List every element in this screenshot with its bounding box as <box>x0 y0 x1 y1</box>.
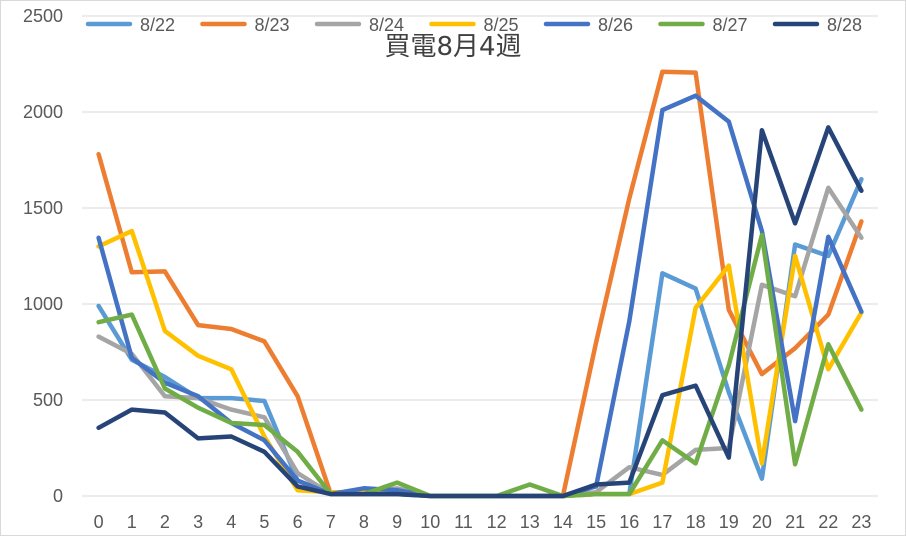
x-tick-label: 22 <box>818 512 838 532</box>
legend-label: 8/22 <box>140 15 175 35</box>
x-tick-label: 11 <box>454 512 473 532</box>
x-tick-label: 4 <box>226 512 236 532</box>
x-tick-label: 9 <box>392 512 402 532</box>
x-tick-label: 17 <box>652 512 672 532</box>
x-tick-label: 16 <box>619 512 639 532</box>
x-tick-label: 6 <box>293 512 303 532</box>
x-tick-label: 18 <box>686 512 706 532</box>
x-tick-label: 10 <box>420 512 440 532</box>
x-tick-label: 1 <box>127 512 137 532</box>
x-tick-label: 20 <box>752 512 772 532</box>
chart-title: 買電8月4週 <box>384 32 521 62</box>
legend-label: 8/26 <box>598 15 633 35</box>
y-tick-label: 1500 <box>23 198 63 218</box>
x-tick-label: 15 <box>586 512 606 532</box>
x-tick-label: 7 <box>326 512 336 532</box>
series-line-8-28 <box>96 125 864 499</box>
x-tick-label: 0 <box>94 512 104 532</box>
legend-label: 8/25 <box>484 15 519 35</box>
legend: 8/22 8/23 8/24 8/25 8/26 8/27 8/28 <box>85 15 862 35</box>
x-axis-ticks: 0 1 2 3 4 5 6 7 8 9 10 11 12 13 14 15 16 17 18 19 20 21 22 23 <box>94 512 872 532</box>
x-tick-label: 23 <box>851 512 871 532</box>
y-axis-ticks: 0 500 1000 1500 2000 2500 <box>23 6 63 506</box>
legend-label: 8/24 <box>369 15 404 35</box>
y-tick-label: 2000 <box>23 102 63 122</box>
legend-label: 8/27 <box>713 15 748 35</box>
x-tick-label: 2 <box>160 512 170 532</box>
x-tick-label: 8 <box>359 512 369 532</box>
x-tick-label: 19 <box>719 512 739 532</box>
x-tick-label: 3 <box>193 512 203 532</box>
x-tick-label: 21 <box>785 512 805 532</box>
y-tick-label: 1000 <box>23 294 63 314</box>
y-tick-label: 0 <box>53 486 63 506</box>
y-tick-label: 2500 <box>23 6 63 26</box>
legend-label: 8/23 <box>255 15 290 35</box>
x-tick-label: 5 <box>259 512 269 532</box>
legend-label: 8/28 <box>827 15 862 35</box>
y-tick-label: 500 <box>33 390 63 410</box>
x-tick-label: 14 <box>553 512 573 532</box>
series-lines <box>96 69 864 499</box>
x-tick-label: 12 <box>487 512 507 532</box>
x-tick-label: 13 <box>520 512 540 532</box>
